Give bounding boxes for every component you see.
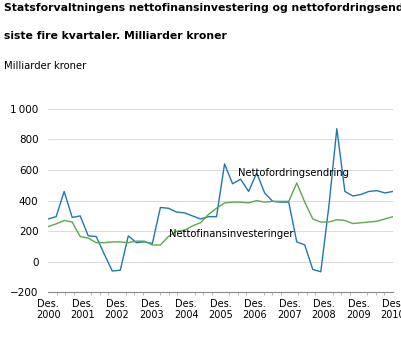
Text: Statsforvaltningens nettofinansinvestering og nettofordringsendring: Statsforvaltningens nettofinansinvesteri… [4,3,401,13]
Text: Nettofordringsendring: Nettofordringsendring [238,168,349,178]
Text: siste fire kvartaler. Milliarder kroner: siste fire kvartaler. Milliarder kroner [4,31,227,40]
Text: Nettofinansinvesteringer: Nettofinansinvesteringer [169,229,293,239]
Text: Milliarder kroner: Milliarder kroner [4,61,86,71]
